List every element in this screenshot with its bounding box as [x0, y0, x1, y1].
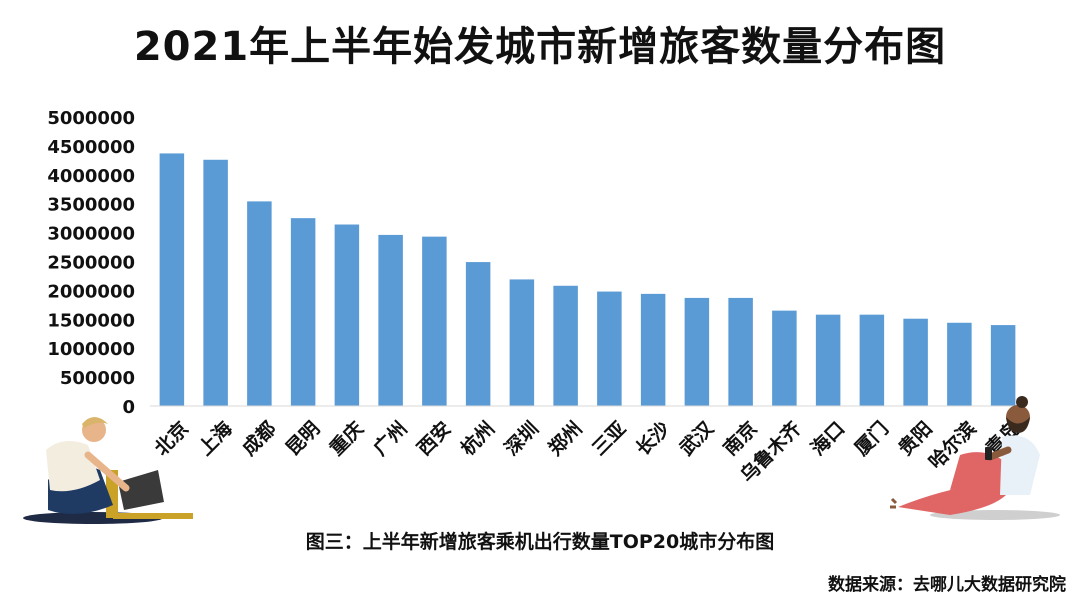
x-tick-label: 三亚: [588, 418, 630, 460]
x-tick-label: 武汉: [676, 417, 719, 460]
x-tick-label: 深圳: [500, 417, 543, 460]
bar: [465, 262, 491, 406]
y-tick-label: 2500000: [47, 253, 135, 274]
y-tick-label: 5000000: [47, 108, 135, 129]
bar: [378, 234, 403, 406]
bar: [859, 314, 885, 406]
bar: [159, 153, 185, 406]
bars: [159, 153, 1016, 406]
bar: [640, 293, 666, 406]
x-tick-label: 西安: [412, 417, 455, 460]
y-tick-label: 0: [122, 397, 135, 418]
x-tick-label: 成都: [237, 417, 280, 460]
person-with-phone-illustration: [890, 396, 1060, 520]
x-tick-label: 海口: [806, 417, 849, 460]
y-tick-label: 2000000: [47, 281, 135, 302]
x-tick-label: 昆明: [282, 418, 324, 460]
bar: [815, 314, 841, 406]
y-tick-label: 500000: [60, 368, 135, 389]
y-tick-label: 1000000: [47, 339, 135, 360]
bar: [509, 279, 535, 406]
bar: [684, 297, 710, 406]
x-tick-label: 郑州: [544, 418, 586, 460]
y-tick-label: 1500000: [47, 310, 135, 331]
bar: [553, 285, 578, 406]
bar: [203, 159, 228, 406]
y-tick-label: 3000000: [47, 224, 135, 245]
x-tick-label: 广州: [369, 417, 412, 460]
chart-title: 2021年上半年始发城市新增旅客数量分布图: [133, 24, 947, 70]
bar: [728, 297, 753, 406]
x-tick-label: 重庆: [325, 417, 368, 460]
y-axis: 0 500000 1000000 1500000 2000000 2500000 30000…: [47, 108, 135, 418]
bar: [422, 236, 447, 406]
x-tick-label: 杭州: [456, 417, 499, 460]
x-tick-label: 上海: [194, 417, 237, 460]
y-tick-label: 4500000: [47, 137, 135, 158]
bar: [990, 325, 1016, 406]
bar: [903, 318, 928, 406]
person-with-laptop-illustration: [23, 417, 193, 524]
bar: [597, 291, 622, 406]
bar: [247, 201, 272, 406]
y-tick-label: 3500000: [47, 195, 135, 216]
x-tick-label: 长沙: [632, 418, 674, 460]
figure-caption: 图三：上半年新增旅客乘机出行数量TOP20城市分布图: [305, 531, 775, 553]
bar: [334, 224, 360, 406]
bar: [772, 310, 797, 406]
data-source: 数据来源：去哪儿大数据研究院: [828, 575, 1066, 595]
bar: [290, 218, 316, 406]
x-tick-label: 厦门: [850, 417, 893, 460]
y-tick-label: 4000000: [47, 166, 135, 187]
bar: [947, 322, 972, 406]
